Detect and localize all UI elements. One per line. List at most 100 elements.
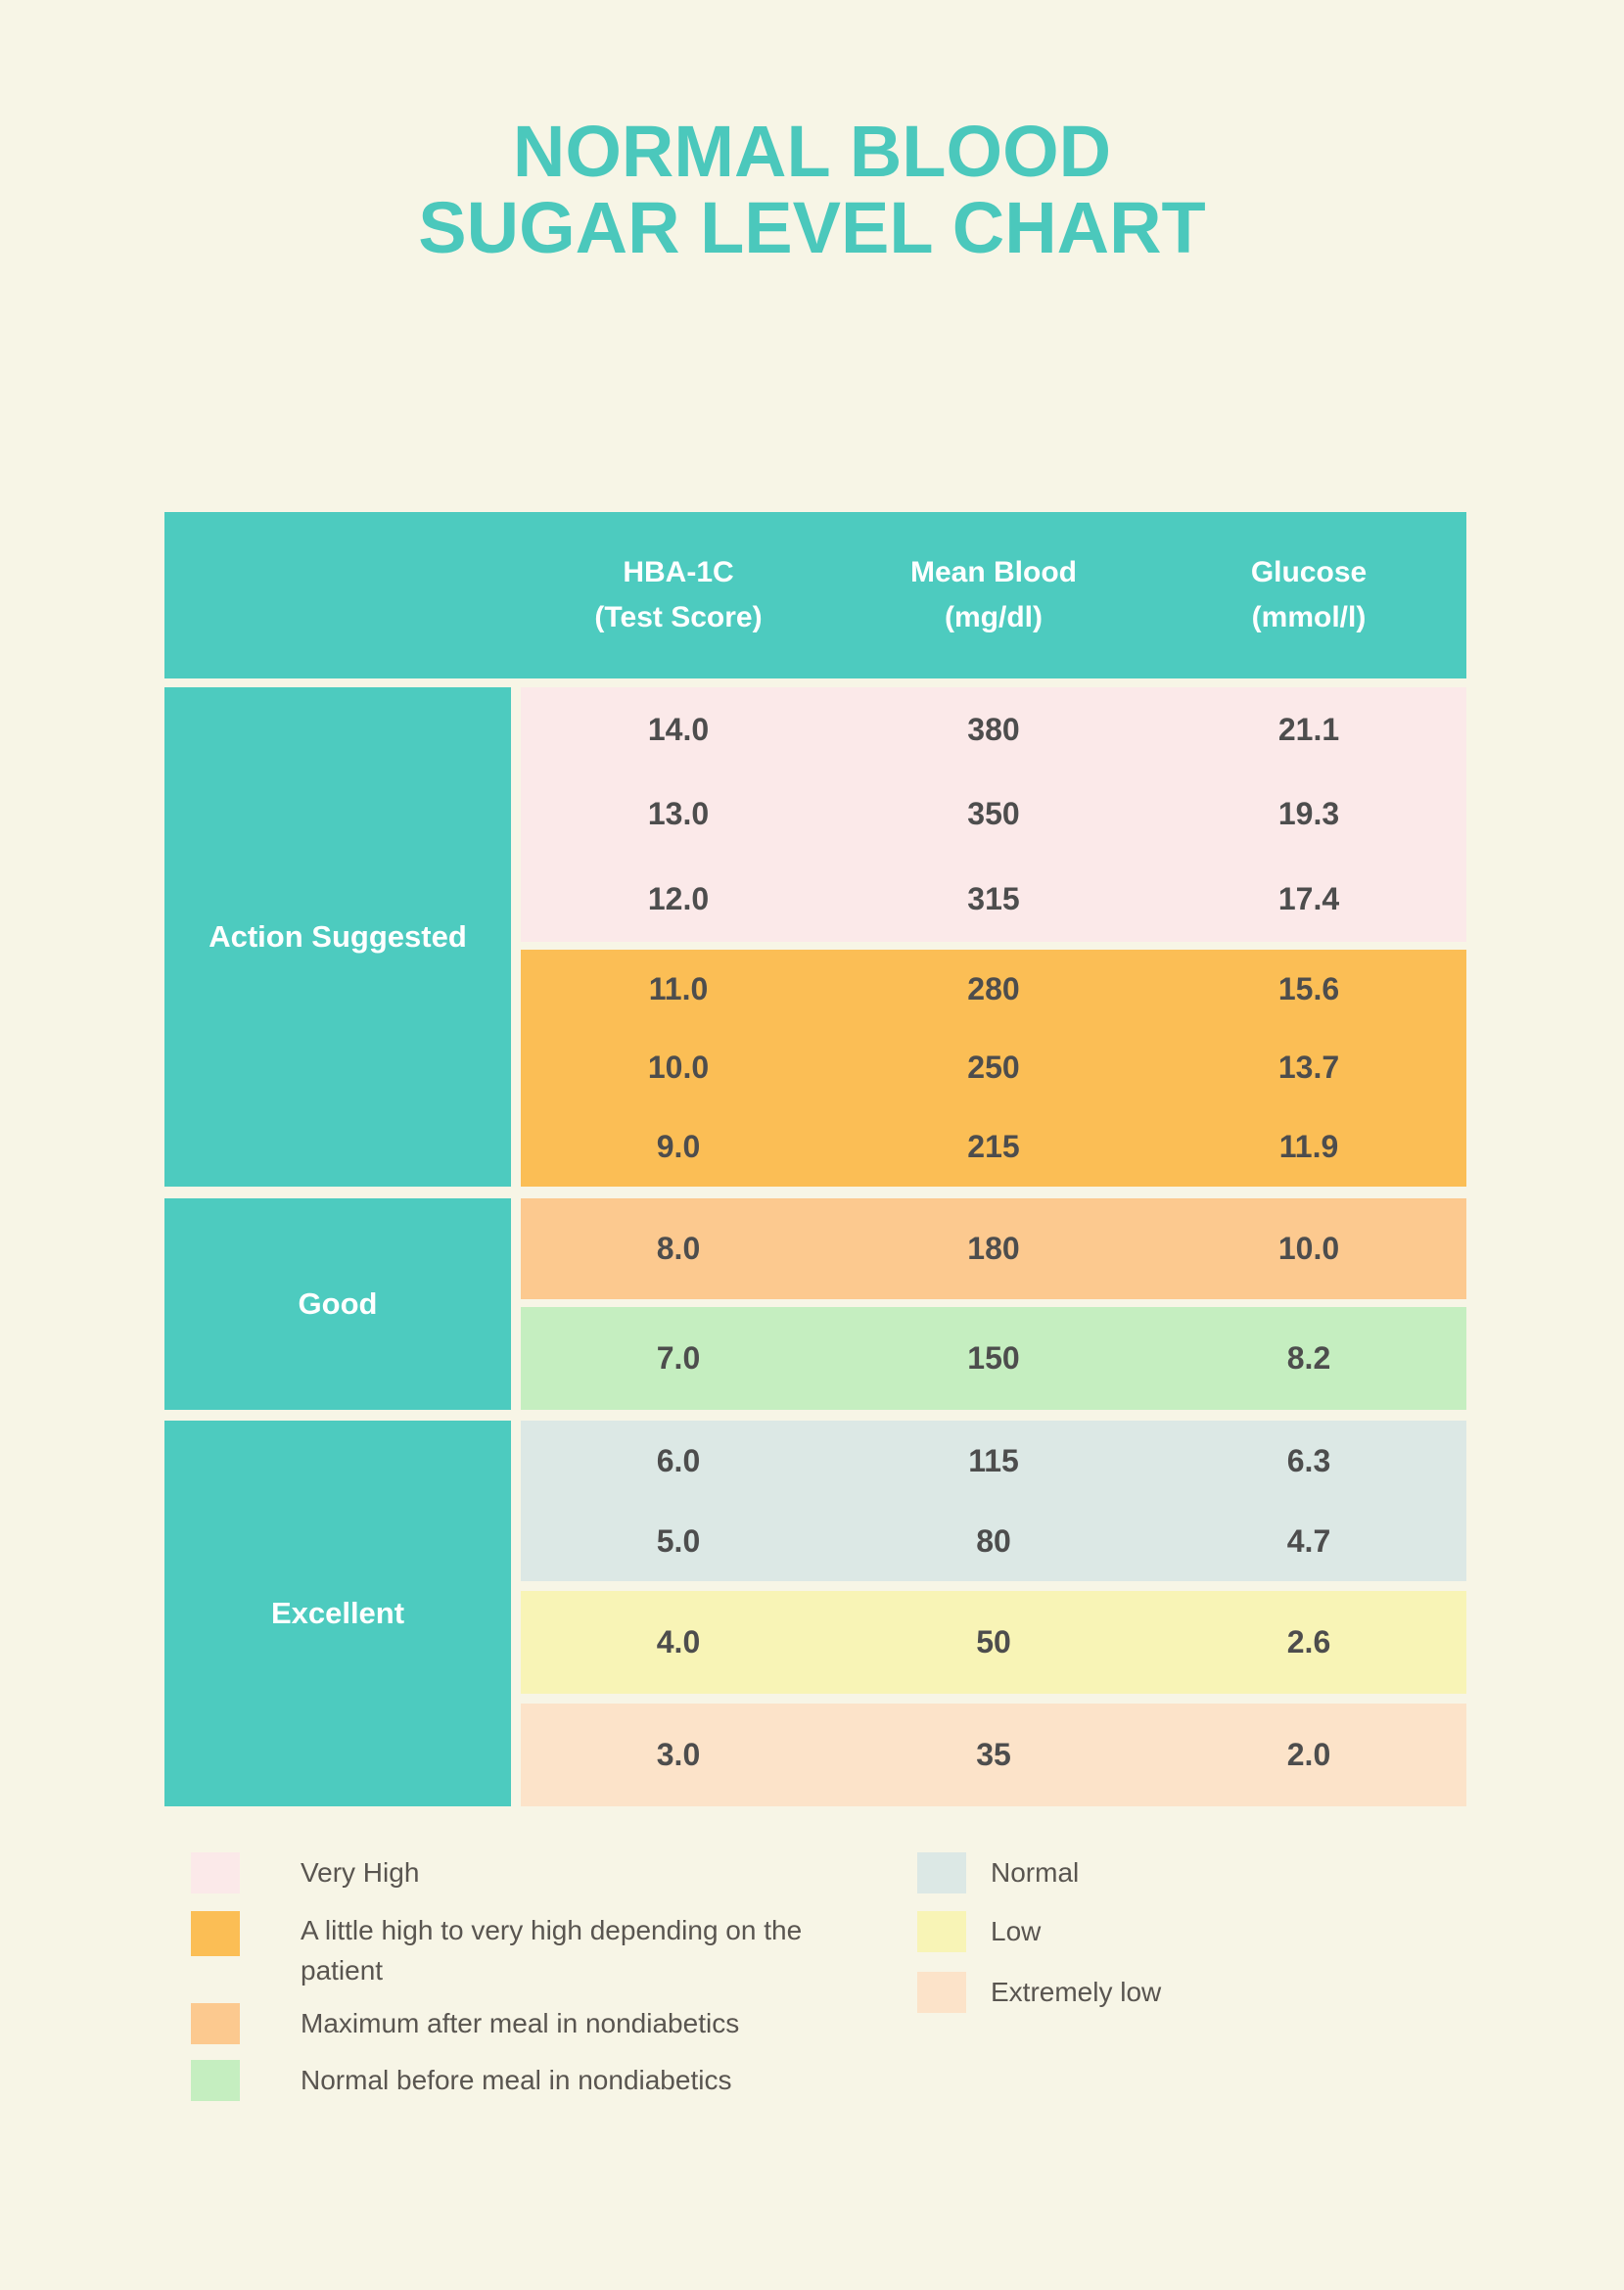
- column-header-glucose-line2: (mmol/l): [1251, 601, 1367, 633]
- cell-mean-blood: 180: [967, 1231, 1020, 1266]
- cell-hba1c: 5.0: [656, 1522, 701, 1559]
- column-header-mean-blood: Mean Blood (mg/dl): [836, 550, 1151, 641]
- table-row: 10.0 250 13.7: [521, 1050, 1466, 1086]
- table-row: 13.0 350 19.3: [521, 796, 1466, 832]
- column-header-hba1c: HBA-1C (Test Score): [521, 550, 836, 641]
- section-little-high: 11.0 280 15.6 10.0 250 13.7 9.0 215 11.9: [521, 950, 1466, 1187]
- legend-label-low: Low: [991, 1915, 1042, 1946]
- cell-mean-blood: 350: [967, 796, 1020, 832]
- cell-glucose: 21.1: [1277, 711, 1340, 747]
- legend-item-low: Low: [917, 1911, 1041, 1952]
- cell-glucose: 6.3: [1286, 1442, 1331, 1478]
- page-title-line2: SUGAR LEVEL CHART: [418, 186, 1206, 268]
- section-extremely-low: 3.0 35 2.0: [521, 1704, 1466, 1806]
- cell-glucose: 8.2: [1286, 1340, 1331, 1376]
- table-row: 9.0 215 11.9: [521, 1129, 1466, 1165]
- legend-swatch-little-high: [191, 1911, 240, 1956]
- cell-hba1c: 8.0: [656, 1231, 701, 1266]
- cell-mean-blood: 150: [967, 1340, 1020, 1376]
- cell-hba1c: 10.0: [647, 1050, 710, 1086]
- table-header-row: HBA-1C (Test Score) Mean Blood (mg/dl) G…: [164, 512, 1466, 678]
- legend-label-normal-before-meal: Normal before meal in nondiabetics: [301, 2064, 732, 2095]
- column-header-mean-blood-line2: (mg/dl): [945, 601, 1043, 633]
- group-label-excellent: Excellent: [164, 1421, 511, 1806]
- table-row: 11.0 280 15.6: [521, 971, 1466, 1007]
- cell-glucose: 13.7: [1277, 1050, 1340, 1086]
- cell-glucose: 17.4: [1277, 881, 1340, 917]
- cell-hba1c: 3.0: [656, 1737, 701, 1772]
- table-row: 7.0 150 8.2: [521, 1340, 1466, 1377]
- cell-hba1c: 14.0: [647, 711, 710, 747]
- column-header-glucose-line1: Glucose: [1250, 555, 1368, 588]
- cell-mean-blood: 250: [967, 1050, 1020, 1086]
- legend-label-very-high: Very High: [301, 1856, 420, 1888]
- cell-hba1c: 11.0: [648, 970, 709, 1006]
- cell-mean-blood: 50: [976, 1624, 1011, 1659]
- legend-swatch-very-high: [191, 1852, 240, 1893]
- cell-mean-blood: 80: [976, 1522, 1011, 1559]
- legend-label-max-after-meal: Maximum after meal in nondiabetics: [301, 2007, 740, 2038]
- column-header-hba1c-line1: HBA-1C: [623, 555, 734, 588]
- legend-item-little-high: A little high to very high depending on …: [191, 1911, 810, 1990]
- group-label-action-suggested-text: Action Suggested: [209, 918, 467, 954]
- legend-item-normal-before-meal: Normal before meal in nondiabetics: [191, 2060, 731, 2101]
- cell-hba1c: 7.0: [656, 1340, 701, 1376]
- group-label-good-text: Good: [298, 1285, 378, 1321]
- cell-glucose: 10.0: [1277, 1231, 1340, 1266]
- section-normal-before-meal: 7.0 150 8.2: [521, 1307, 1466, 1410]
- cell-mean-blood: 215: [967, 1129, 1020, 1165]
- legend-label-extremely-low: Extremely low: [991, 1976, 1162, 2007]
- section-very-high: 14.0 380 21.1 13.0 350 19.3 12.0 315 17.…: [521, 687, 1466, 942]
- legend-item-max-after-meal: Maximum after meal in nondiabetics: [191, 2003, 739, 2044]
- legend-swatch-low: [917, 1911, 966, 1952]
- section-low: 4.0 50 2.6: [521, 1591, 1466, 1694]
- table-row: 12.0 315 17.4: [521, 881, 1466, 917]
- legend-swatch-normal: [917, 1852, 966, 1893]
- table-row: 8.0 180 10.0: [521, 1231, 1466, 1267]
- legend-item-extremely-low: Extremely low: [917, 1972, 1161, 2013]
- table-row: 4.0 50 2.6: [521, 1624, 1466, 1660]
- cell-mean-blood: 35: [976, 1737, 1011, 1772]
- group-label-good: Good: [164, 1198, 511, 1410]
- page-title: NORMAL BLOOD SUGAR LEVEL CHART: [0, 114, 1624, 265]
- legend-swatch-max-after-meal: [191, 2003, 240, 2044]
- legend-label-normal: Normal: [991, 1856, 1080, 1888]
- data-sections: 14.0 380 21.1 13.0 350 19.3 12.0 315 17.…: [521, 687, 1466, 1806]
- column-header-hba1c-line2: (Test Score): [594, 601, 763, 633]
- cell-hba1c: 13.0: [647, 796, 710, 832]
- blood-sugar-table: HBA-1C (Test Score) Mean Blood (mg/dl) G…: [164, 512, 1466, 1806]
- group-label-action-suggested: Action Suggested: [164, 687, 511, 1187]
- cell-hba1c: 6.0: [656, 1442, 701, 1478]
- cell-mean-blood: 315: [967, 881, 1020, 917]
- section-max-after-meal: 8.0 180 10.0: [521, 1198, 1466, 1299]
- table-row: 3.0 35 2.0: [521, 1737, 1466, 1773]
- legend-item-very-high: Very High: [191, 1852, 419, 1893]
- cell-glucose: 19.3: [1277, 796, 1340, 832]
- column-header-glucose: Glucose (mmol/l): [1151, 550, 1466, 641]
- cell-glucose: 2.6: [1286, 1624, 1331, 1659]
- group-label-excellent-text: Excellent: [270, 1595, 405, 1630]
- table-row: 6.0 115 6.3: [521, 1443, 1466, 1479]
- cell-glucose: 2.0: [1286, 1737, 1331, 1772]
- cell-mean-blood: 280: [967, 970, 1020, 1006]
- page-title-line1: NORMAL BLOOD: [512, 111, 1112, 192]
- cell-hba1c: 4.0: [656, 1624, 701, 1659]
- table-row: 5.0 80 4.7: [521, 1523, 1466, 1560]
- cell-glucose: 11.9: [1278, 1129, 1339, 1165]
- table-body: Action Suggested Good Excellent 14.0 380…: [164, 687, 1466, 1806]
- section-normal: 6.0 115 6.3 5.0 80 4.7: [521, 1421, 1466, 1581]
- cell-mean-blood: 115: [968, 1442, 1019, 1478]
- cell-glucose: 15.6: [1277, 970, 1340, 1006]
- legend-item-normal: Normal: [917, 1852, 1079, 1893]
- cell-glucose: 4.7: [1286, 1522, 1331, 1559]
- cell-mean-blood: 380: [967, 711, 1020, 747]
- table-row: 14.0 380 21.1: [521, 712, 1466, 748]
- legend-swatch-normal-before-meal: [191, 2060, 240, 2101]
- legend-label-little-high: A little high to very high depending on …: [301, 1915, 803, 1986]
- column-header-mean-blood-line1: Mean Blood: [910, 555, 1077, 588]
- cell-hba1c: 9.0: [656, 1129, 701, 1165]
- cell-hba1c: 12.0: [647, 881, 710, 917]
- legend-swatch-extremely-low: [917, 1972, 966, 2013]
